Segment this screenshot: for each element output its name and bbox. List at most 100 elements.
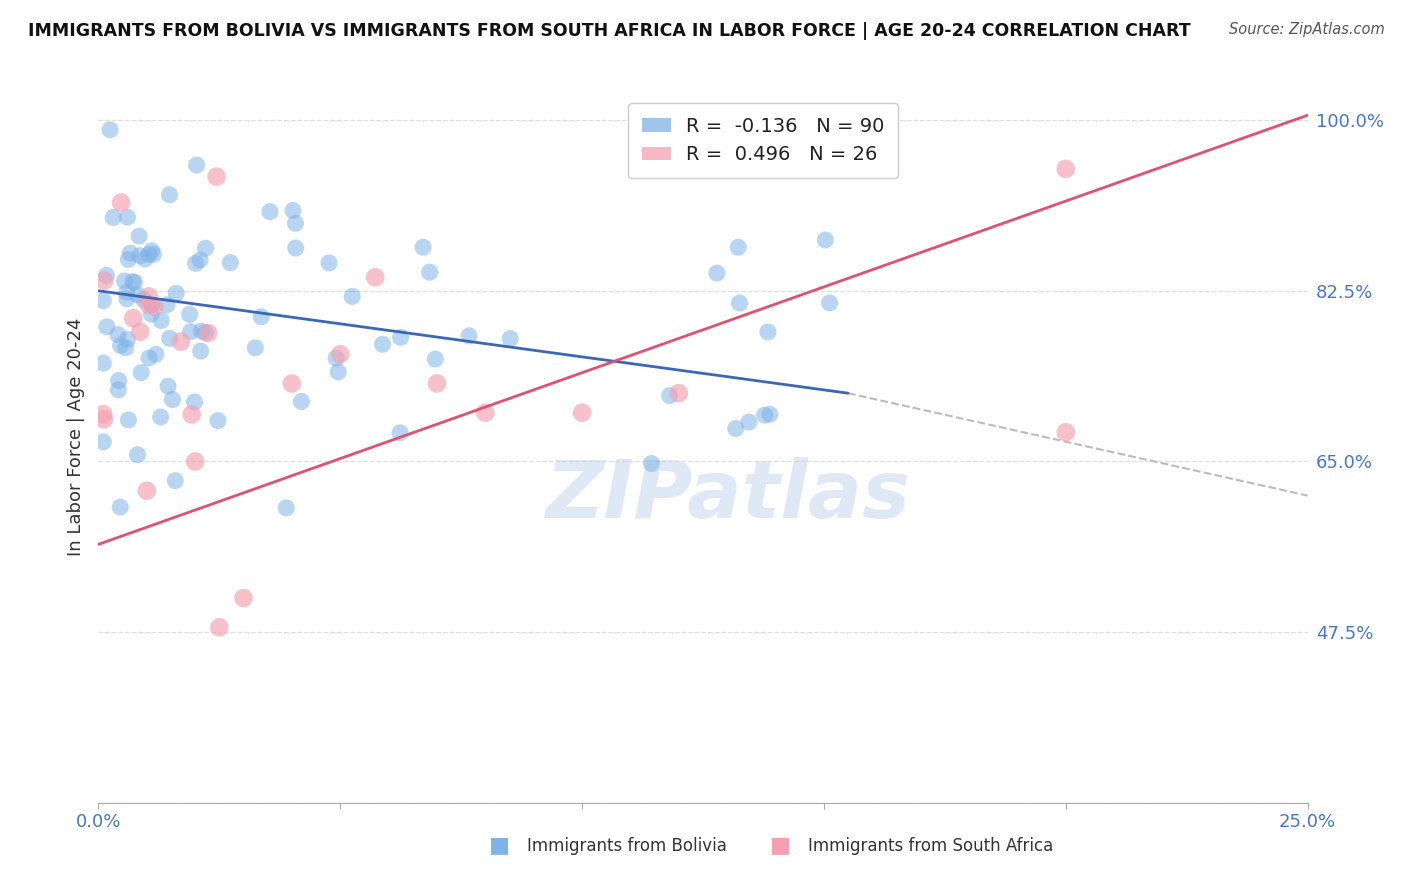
Text: Immigrants from South Africa: Immigrants from South Africa (808, 837, 1053, 855)
Point (143, 300, 166, 314)
Point (110, 500, 132, 514)
Point (165, 286, 187, 301)
Point (284, 216, 307, 230)
Point (159, 187, 181, 202)
Point (149, 409, 172, 424)
Point (93, 274, 115, 288)
Point (727, 240, 749, 254)
Point (180, 325, 202, 339)
Point (117, 252, 139, 267)
Point (183, 395, 205, 409)
Text: ZIPatlas: ZIPatlas (544, 457, 910, 534)
Point (724, 421, 747, 435)
Point (138, 289, 160, 303)
Point (180, 408, 202, 422)
Point (150, 313, 173, 327)
Text: ■: ■ (770, 836, 790, 855)
Point (132, 293, 155, 307)
Point (135, 483, 157, 498)
Point (371, 337, 394, 351)
Point (412, 240, 434, 254)
Point (91, 434, 114, 449)
Point (281, 203, 304, 218)
Point (250, 310, 273, 324)
Y-axis label: In Labor Force | Age 20-24: In Labor Force | Age 20-24 (66, 318, 84, 557)
Point (91, 293, 114, 308)
Point (96, 319, 118, 334)
Point (194, 241, 217, 255)
Point (818, 296, 841, 310)
Point (389, 330, 412, 344)
Point (114, 274, 136, 288)
Point (110, 338, 132, 352)
Point (389, 425, 412, 440)
Text: ■: ■ (489, 836, 509, 855)
Point (107, 374, 129, 388)
Point (127, 287, 149, 301)
Point (141, 298, 163, 312)
Point (499, 332, 522, 346)
Point (124, 276, 146, 290)
Point (190, 344, 212, 359)
Point (325, 351, 347, 366)
Point (208, 620, 231, 634)
Point (426, 376, 449, 391)
Point (128, 229, 150, 244)
Point (121, 275, 143, 289)
Point (728, 296, 751, 310)
Point (138, 247, 160, 261)
Point (1054, 425, 1077, 440)
Point (759, 407, 782, 421)
Text: IMMIGRANTS FROM BOLIVIA VS IMMIGRANTS FROM SOUTH AFRICA IN LABOR FORCE | AGE 20-: IMMIGRANTS FROM BOLIVIA VS IMMIGRANTS FR… (28, 22, 1191, 40)
Point (571, 406, 593, 420)
Point (162, 392, 184, 407)
Point (738, 415, 761, 429)
Point (756, 325, 779, 339)
Point (98, 123, 121, 137)
Point (134, 252, 156, 266)
Point (364, 270, 387, 285)
Point (142, 247, 165, 261)
Point (658, 389, 681, 403)
Point (754, 408, 776, 422)
Point (107, 383, 129, 397)
Point (138, 298, 160, 312)
Point (110, 195, 132, 210)
Point (103, 211, 125, 225)
Point (186, 158, 208, 172)
Point (814, 233, 837, 247)
Point (425, 351, 447, 366)
Point (145, 347, 167, 361)
Point (115, 292, 138, 306)
Point (138, 351, 160, 365)
Point (276, 500, 298, 515)
Point (117, 210, 139, 224)
Point (141, 244, 163, 258)
Point (129, 325, 152, 339)
Point (232, 591, 254, 605)
Point (120, 246, 142, 260)
Point (281, 376, 304, 391)
Point (93, 412, 115, 426)
Point (188, 252, 211, 267)
Point (170, 334, 193, 349)
Point (96, 268, 118, 283)
Text: Source: ZipAtlas.com: Source: ZipAtlas.com (1229, 22, 1385, 37)
Point (245, 341, 267, 355)
Point (190, 324, 212, 338)
Point (328, 365, 350, 379)
Point (157, 379, 180, 393)
Point (419, 265, 441, 279)
Point (115, 285, 138, 300)
Point (122, 311, 145, 326)
Point (159, 331, 181, 345)
Legend: R =  -0.136   N = 90, R =  0.496   N = 26: R = -0.136 N = 90, R = 0.496 N = 26 (628, 103, 898, 178)
Point (342, 289, 364, 303)
Point (205, 169, 228, 184)
Point (117, 333, 139, 347)
Point (329, 347, 352, 361)
Point (128, 249, 150, 263)
Point (127, 448, 149, 462)
Point (156, 298, 179, 312)
Point (219, 255, 242, 269)
